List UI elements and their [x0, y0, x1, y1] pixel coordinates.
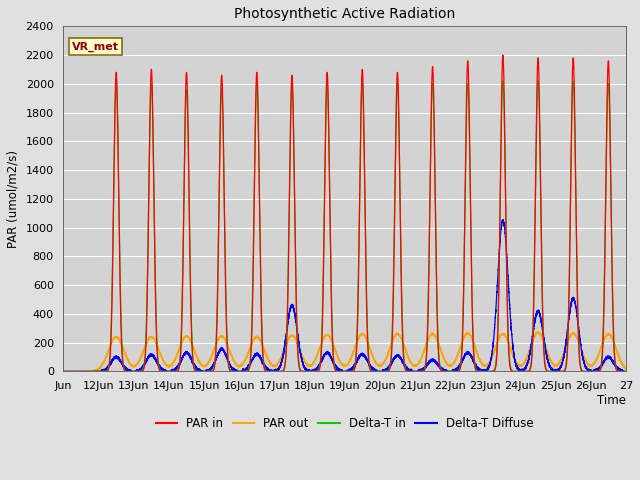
- Legend: PAR in, PAR out, Delta-T in, Delta-T Diffuse: PAR in, PAR out, Delta-T in, Delta-T Dif…: [151, 412, 538, 434]
- Y-axis label: PAR (umol/m2/s): PAR (umol/m2/s): [7, 150, 20, 248]
- Title: Photosynthetic Active Radiation: Photosynthetic Active Radiation: [234, 7, 455, 21]
- Text: VR_met: VR_met: [72, 42, 119, 52]
- X-axis label: Time: Time: [597, 394, 626, 407]
